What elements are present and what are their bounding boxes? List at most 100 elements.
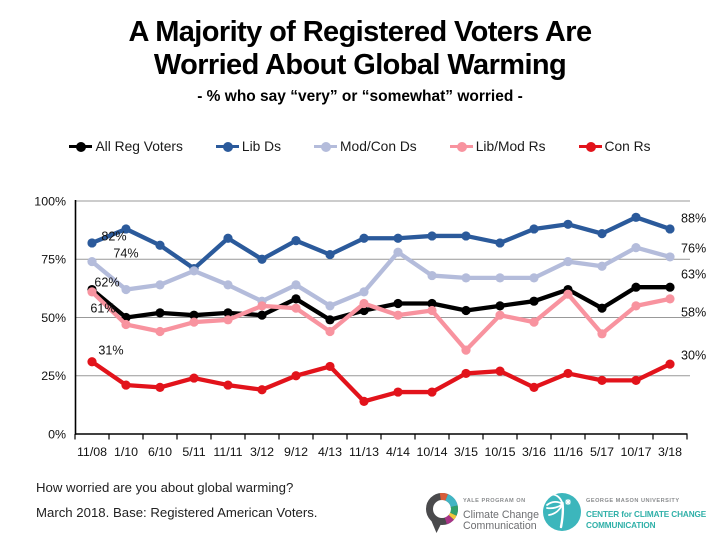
yale-ring-segment: [426, 493, 458, 525]
gmu-palm-frond: [546, 500, 564, 506]
y-axis-label: 50%: [41, 311, 66, 325]
data-point: [495, 366, 505, 376]
series-line-con-rs: [89, 359, 673, 404]
data-point: [189, 317, 199, 327]
legend-marker-dot: [456, 141, 467, 152]
data-point: [325, 326, 335, 337]
series-line-lib-mod-rs: [89, 289, 673, 353]
point-value-label: 62%: [94, 275, 119, 289]
data-point: [257, 310, 267, 320]
data-point: [427, 305, 437, 316]
gmu-logo-text: GEORGE MASON UNIVERSITY CENTER for CLIMA…: [586, 496, 706, 531]
legend-marker-dot: [76, 141, 87, 152]
x-axis-label: 4/13: [318, 445, 342, 459]
series-line-mod-con-ds: [89, 245, 673, 308]
data-point: [189, 266, 199, 276]
data-point: [155, 326, 165, 337]
data-point: [223, 315, 233, 325]
data-point: [359, 305, 369, 316]
data-point: [87, 357, 97, 367]
data-point: [121, 284, 131, 295]
data-point: [665, 359, 675, 369]
data-point: [529, 273, 539, 283]
point-value-label: 76%: [681, 241, 706, 255]
data-point: [257, 254, 267, 264]
point-value-label: 31%: [98, 343, 123, 357]
data-point: [291, 303, 301, 313]
data-point: [529, 224, 539, 234]
yale-bubble-tail: [431, 520, 443, 533]
data-point: [563, 219, 573, 229]
chart-legend: All Reg Voters Lib Ds Mod/Con Ds Lib/Mod Rs…: [0, 139, 720, 154]
yale-line1: Climate Change: [463, 508, 539, 521]
x-axis-label: 10/17: [620, 445, 651, 459]
legend-marker: [578, 141, 602, 152]
legend-marker: [449, 141, 473, 152]
data-point: [563, 368, 573, 379]
data-point: [461, 305, 471, 316]
data-point: [155, 240, 165, 250]
legend-marker-dot: [585, 141, 596, 152]
legend-label: Mod/Con Ds: [340, 139, 417, 154]
data-point: [359, 396, 369, 406]
data-point: [665, 252, 675, 262]
series-line-lib-ds: [89, 215, 673, 271]
data-point: [529, 317, 539, 327]
data-point: [563, 289, 573, 299]
data-point: [257, 301, 267, 311]
gmu-university-label: GEORGE MASON UNIVERSITY: [586, 498, 680, 504]
data-point: [461, 231, 471, 241]
data-point: [325, 315, 335, 325]
data-point: [291, 236, 301, 246]
yale-ring-segment: [426, 493, 458, 525]
data-point: [597, 329, 607, 339]
gmu-palm-frond: [552, 493, 564, 505]
x-axis-label: 6/10: [148, 445, 172, 459]
yale-program-on-label: YALE PROGRAM ON: [463, 498, 526, 504]
data-point: [495, 310, 505, 320]
x-axis-label: 3/18: [658, 445, 682, 459]
y-axis-label: 0%: [48, 427, 66, 441]
data-point: [223, 233, 233, 243]
survey-question: How worried are you about global warming…: [36, 480, 294, 495]
data-point: [121, 319, 131, 330]
point-value-label: 88%: [681, 211, 706, 225]
point-value-label: 30%: [681, 348, 706, 362]
data-point: [427, 387, 437, 397]
gmu-center-logo-icon: [543, 493, 581, 531]
data-point: [393, 233, 403, 243]
data-point: [393, 387, 403, 397]
worry-trend-chart: 100% 75% 50% 25% 0% 11/08 1/10 6/10 5/11 11/11 3/1…: [34, 194, 706, 459]
data-point: [495, 238, 505, 248]
data-point: [223, 280, 233, 290]
data-point: [495, 301, 505, 311]
page-title: A Majority of Registered Voters Are Worr…: [0, 16, 720, 82]
data-point: [155, 382, 165, 392]
x-axis-label: 3/16: [522, 445, 546, 459]
data-point: [495, 273, 505, 283]
data-point: [529, 382, 539, 392]
x-axis-label: 11/13: [349, 445, 379, 459]
legend-label: Lib/Mod Rs: [475, 139, 546, 154]
data-point: [155, 308, 165, 318]
data-point: [427, 270, 437, 281]
data-point: [223, 308, 233, 318]
data-point: [597, 261, 607, 271]
legend-item-lib-ds: Lib Ds: [215, 139, 281, 154]
x-axis-label: 11/16: [553, 445, 583, 459]
data-point: [631, 301, 641, 311]
x-axis-label: 4/14: [386, 445, 410, 459]
legend-item-mod-con-ds: Mod/Con Ds: [314, 139, 417, 154]
data-point: [189, 310, 199, 320]
x-axis-label: 11/11: [213, 445, 242, 459]
data-point: [529, 296, 539, 306]
title-line-1: A Majority of Registered Voters Are: [128, 16, 593, 48]
data-point: [223, 380, 233, 390]
data-point: [121, 224, 131, 234]
data-point: [665, 294, 675, 304]
point-value-label: 74%: [113, 246, 138, 260]
data-point: [325, 249, 335, 260]
data-point: [291, 294, 301, 304]
x-axis-label: 3/15: [454, 445, 478, 459]
